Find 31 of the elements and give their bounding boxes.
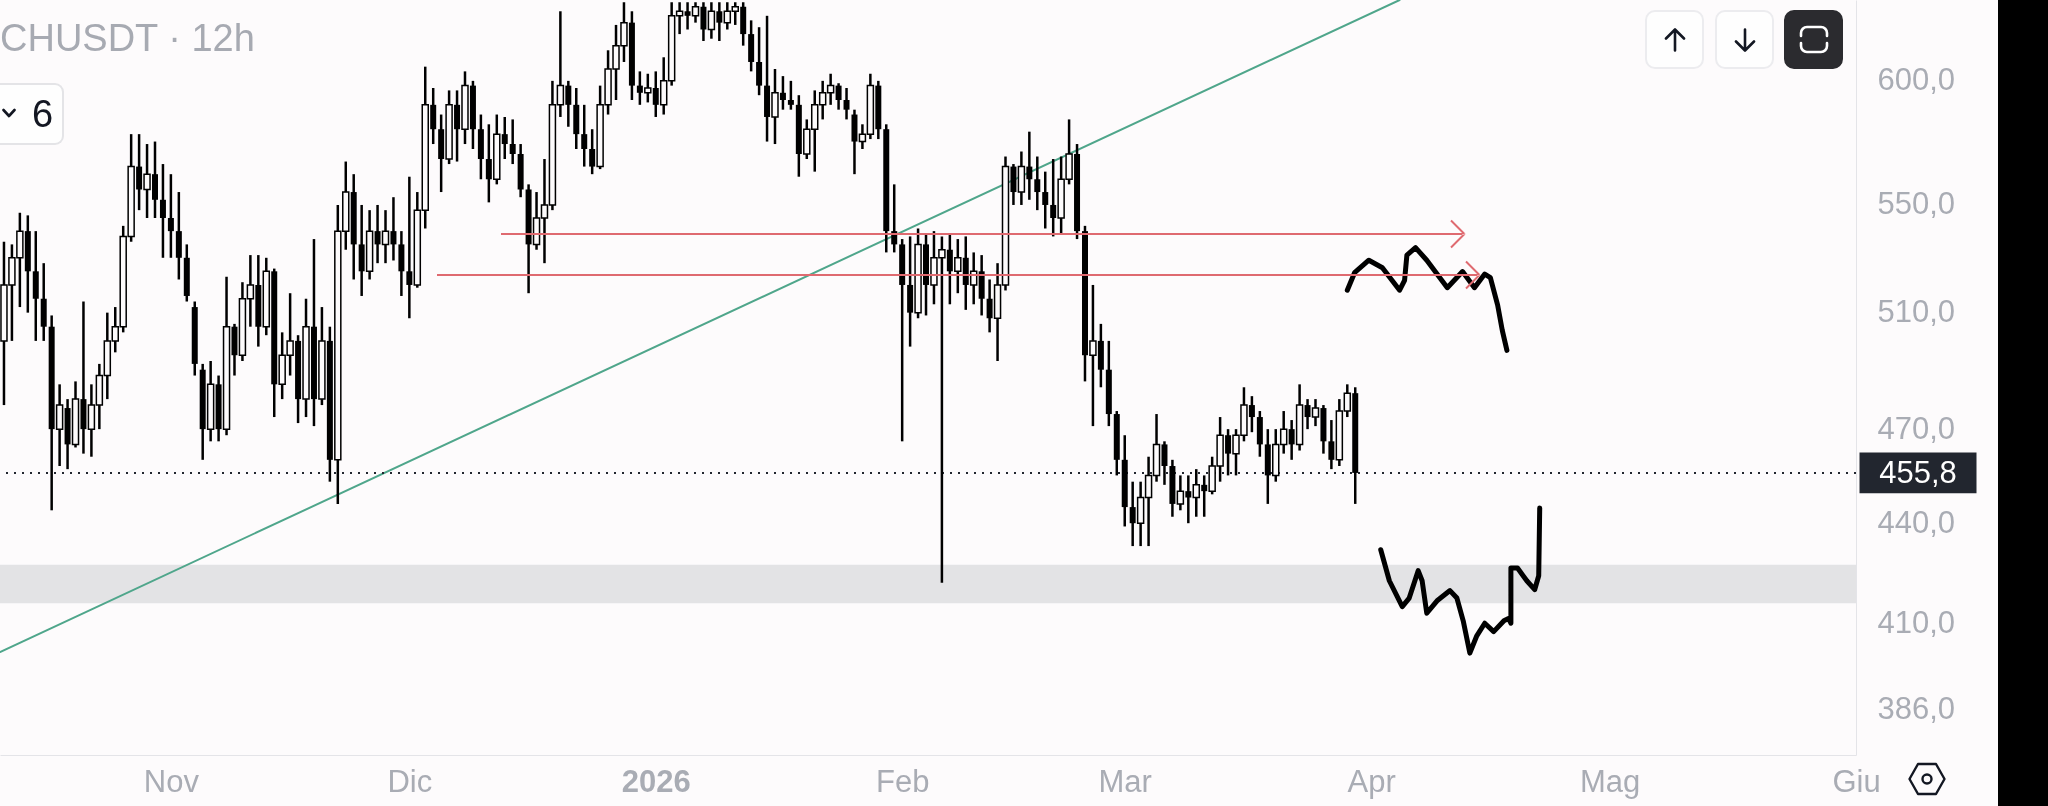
annotation: 6 <box>32 92 54 136</box>
candlestick <box>159 162 166 260</box>
y-tick-label: 510,0 <box>1877 294 1956 330</box>
x-tick-label: 2026 <box>621 763 691 799</box>
y-tick-label: 440,0 <box>1877 504 1956 540</box>
y-tick-label: 600,0 <box>1877 62 1956 98</box>
x-tick-label: Feb <box>875 763 930 799</box>
candlestick <box>167 172 174 260</box>
candlestick <box>756 25 763 97</box>
candlestick <box>835 81 842 111</box>
x-tick-label: Apr <box>1347 763 1396 799</box>
x-tick-label: Nov <box>143 763 200 799</box>
candlestick <box>406 175 413 320</box>
ref-line-label: 455,8 <box>1879 454 1957 490</box>
candlestick <box>1042 170 1049 230</box>
y-tick-label: 470,0 <box>1877 410 1956 446</box>
y-tick-label: 550,0 <box>1877 186 1956 222</box>
x-tick-label: Dic <box>387 763 433 799</box>
x-tick-label: Giu <box>1832 763 1881 799</box>
y-tick-label: 410,0 <box>1877 605 1956 641</box>
candlestick <box>1034 155 1041 212</box>
indicator-toggle: 6 <box>0 83 64 145</box>
candlestick <box>581 103 588 168</box>
chart-title: CHUSDT · 12h <box>0 17 255 59</box>
y-tick-label: 386,0 <box>1877 691 1956 727</box>
candlestick <box>509 118 516 166</box>
candlestick <box>787 79 794 111</box>
candlestick <box>843 86 850 121</box>
candlestick <box>1328 418 1335 471</box>
x-tick-label: Mar <box>1098 763 1152 799</box>
x-tick-label: Mag <box>1579 763 1641 799</box>
